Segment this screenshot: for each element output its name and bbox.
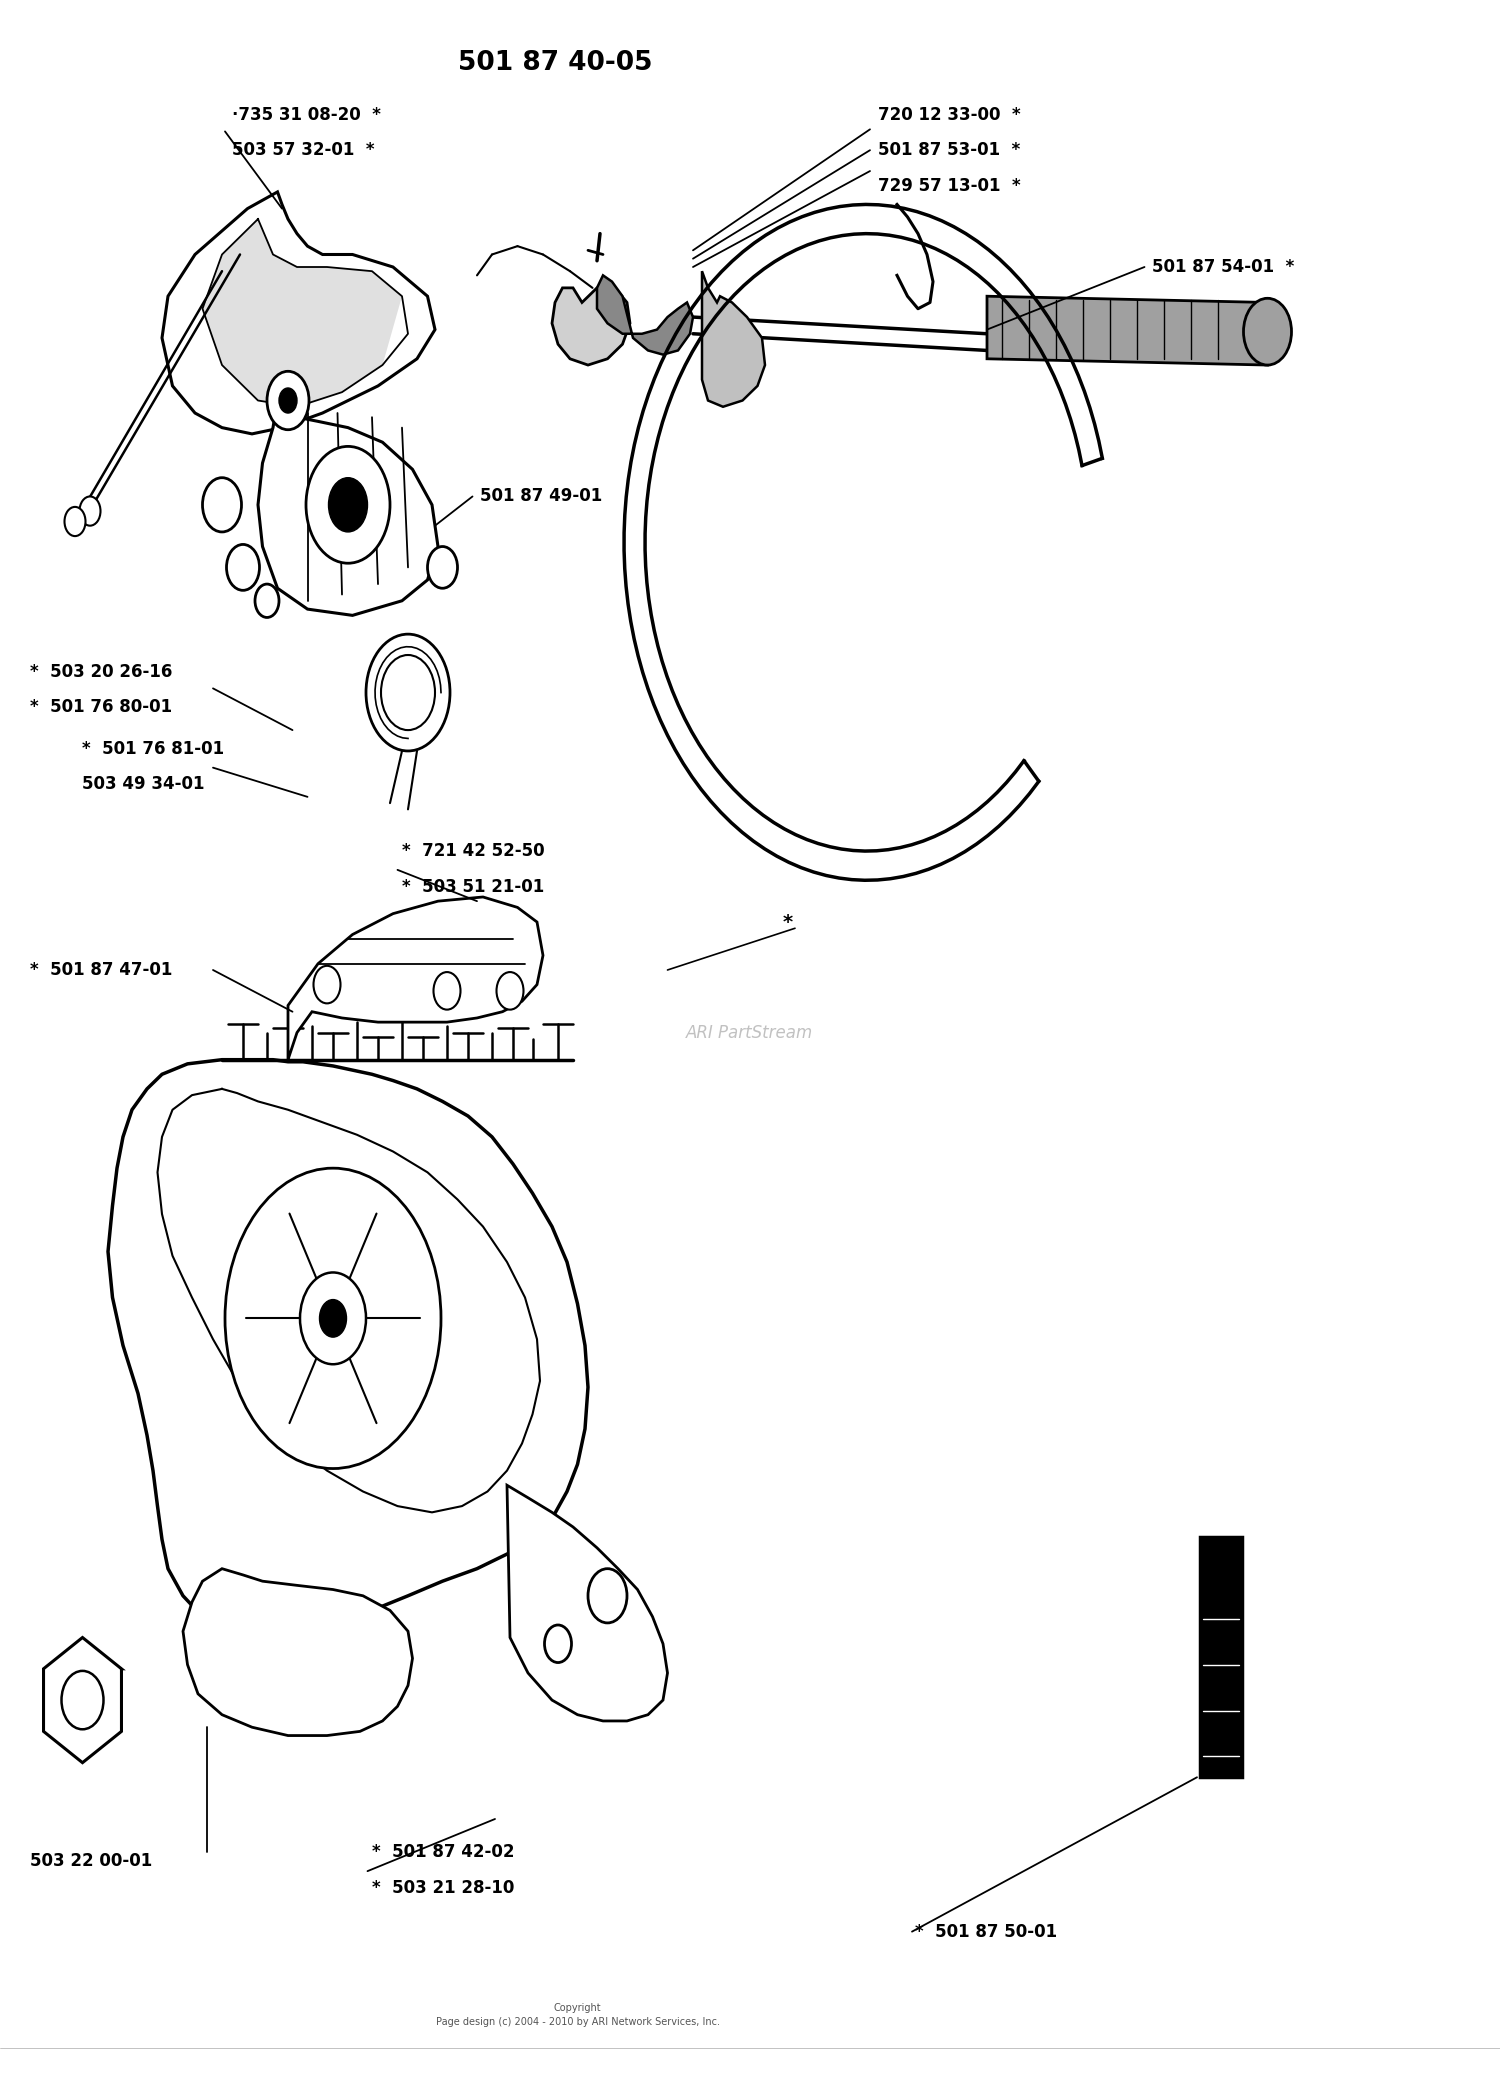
Circle shape xyxy=(433,972,460,1010)
Text: *: * xyxy=(783,912,792,932)
Text: *  503 21 28-10: * 503 21 28-10 xyxy=(372,1879,514,1896)
Polygon shape xyxy=(987,296,1268,365)
Circle shape xyxy=(381,655,435,730)
Text: 503 49 34-01: 503 49 34-01 xyxy=(82,776,206,793)
Text: 501 87 54-01  *: 501 87 54-01 * xyxy=(1152,259,1294,275)
Circle shape xyxy=(279,388,297,413)
Circle shape xyxy=(588,1569,627,1623)
Text: *  501 87 47-01: * 501 87 47-01 xyxy=(30,962,172,978)
Text: 501 87 40-05: 501 87 40-05 xyxy=(458,50,652,75)
Text: 729 57 13-01  *: 729 57 13-01 * xyxy=(878,177,1020,194)
Text: ARI PartStream: ARI PartStream xyxy=(687,1024,813,1041)
Polygon shape xyxy=(552,288,630,365)
Bar xyxy=(1200,1537,1242,1777)
Text: *  501 87 42-02: * 501 87 42-02 xyxy=(372,1844,514,1861)
Circle shape xyxy=(306,446,390,563)
Circle shape xyxy=(202,478,242,532)
Text: *  501 76 80-01: * 501 76 80-01 xyxy=(30,699,172,715)
Polygon shape xyxy=(288,897,543,1060)
Circle shape xyxy=(366,634,450,751)
Text: 503 57 32-01  *: 503 57 32-01 * xyxy=(232,142,375,159)
Polygon shape xyxy=(183,1569,412,1736)
Circle shape xyxy=(267,371,309,430)
Circle shape xyxy=(80,496,100,526)
Polygon shape xyxy=(162,192,435,434)
Polygon shape xyxy=(507,1485,668,1721)
Circle shape xyxy=(62,1671,104,1729)
Circle shape xyxy=(427,547,458,588)
Circle shape xyxy=(1244,298,1292,365)
Text: 501 87 53-01  *: 501 87 53-01 * xyxy=(878,142,1020,159)
Polygon shape xyxy=(202,219,402,407)
Circle shape xyxy=(225,1168,441,1469)
Text: *  503 20 26-16: * 503 20 26-16 xyxy=(30,663,172,680)
Polygon shape xyxy=(702,271,765,407)
Text: *  721 42 52-50: * 721 42 52-50 xyxy=(402,843,544,859)
Circle shape xyxy=(328,478,368,532)
Circle shape xyxy=(226,544,260,590)
Circle shape xyxy=(320,1300,346,1337)
Circle shape xyxy=(255,584,279,617)
Circle shape xyxy=(300,1272,366,1364)
Text: 503 22 00-01: 503 22 00-01 xyxy=(30,1852,153,1869)
Text: ·735 31 08-20  *: ·735 31 08-20 * xyxy=(232,106,381,123)
Text: Copyright
Page design (c) 2004 - 2010 by ARI Network Services, Inc.: Copyright Page design (c) 2004 - 2010 by… xyxy=(435,2003,720,2028)
Circle shape xyxy=(314,966,340,1003)
Circle shape xyxy=(496,972,523,1010)
Text: *  501 76 81-01: * 501 76 81-01 xyxy=(82,741,225,757)
Polygon shape xyxy=(108,1060,588,1638)
Text: 501 87 49-01: 501 87 49-01 xyxy=(480,488,602,505)
Polygon shape xyxy=(258,401,438,615)
Text: *  503 51 21-01: * 503 51 21-01 xyxy=(402,878,544,895)
Circle shape xyxy=(64,507,86,536)
Circle shape xyxy=(544,1625,572,1663)
Polygon shape xyxy=(597,275,693,355)
Polygon shape xyxy=(44,1638,122,1763)
Text: 720 12 33-00  *: 720 12 33-00 * xyxy=(878,106,1020,123)
Text: *  501 87 50-01: * 501 87 50-01 xyxy=(915,1923,1058,1940)
